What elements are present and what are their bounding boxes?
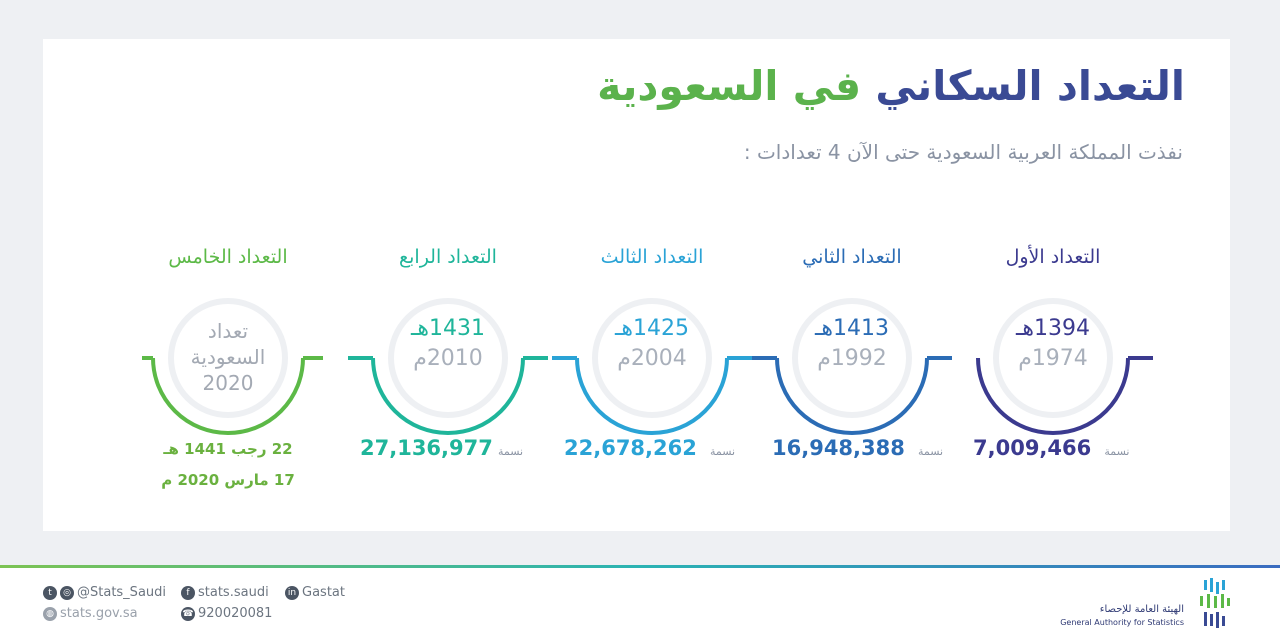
census-1-population: نسمة 7,009,466: [953, 436, 1153, 460]
census-5-date-hijri: 22 رجب 1441 هـ: [163, 440, 293, 458]
gastat-logo-mark: [1200, 578, 1230, 628]
census-3-years: 1425هـ 2004م: [602, 314, 702, 374]
org-name-arabic: الهيئة العامة للإحصاء: [1099, 604, 1184, 615]
social-facebook[interactable]: f stats.saudi: [181, 585, 269, 600]
census-5: التعداد الخامس تعداد السعودية 2020 22 رج…: [128, 246, 328, 506]
census-3-gregorian: 2004م: [617, 346, 687, 371]
census-4-hijri: 1431هـ: [410, 316, 486, 341]
census-5-text: تعداد السعودية 2020: [178, 318, 278, 396]
website-url: stats.gov.sa: [60, 606, 138, 621]
census-3-population: نسمة 22,678,262: [552, 436, 752, 460]
census-5-line-1: تعداد: [207, 319, 249, 343]
social-website[interactable]: ◍ stats.gov.sa: [43, 606, 138, 621]
census-2-ring: [752, 298, 952, 435]
social-phone[interactable]: ☎ 920020081: [181, 606, 272, 621]
census-4-population: نسمة 27,136,977: [348, 436, 548, 460]
census-1-hijri: 1394هـ: [1015, 316, 1091, 341]
census-4-gregorian: 2010م: [413, 346, 483, 371]
census-4-number: 27,136,977: [360, 436, 493, 460]
phone-icon: ☎: [181, 606, 195, 621]
census-4-unit: نسمة: [497, 445, 524, 458]
census-5-date-gregorian: 17 مارس 2020 م: [161, 471, 295, 489]
census-1-gregorian: 1974م: [1018, 346, 1088, 371]
census-2-label: التعداد الثاني: [802, 246, 902, 268]
census-3-hijri: 1425هـ: [614, 316, 690, 341]
footer: [0, 568, 1280, 640]
title-part-1: التعداد السكاني: [875, 62, 1185, 110]
census-5-line-3: 2020: [202, 371, 254, 395]
census-1-number: 7,009,466: [973, 436, 1092, 460]
census-4-years: 1431هـ 2010م: [398, 314, 498, 374]
census-1-label: التعداد الأول: [1005, 246, 1101, 268]
census-1-ring: [976, 298, 1153, 435]
census-3-ring: [552, 298, 752, 435]
globe-icon: ◍: [43, 606, 57, 621]
infographic-card: [43, 39, 1230, 531]
census-2-unit: نسمة: [917, 445, 944, 458]
census-2-hijri: 1413هـ: [814, 316, 890, 341]
census-3: التعداد الثالث 1425هـ 2004م نسمة 22,678,…: [552, 246, 752, 506]
census-2-population: نسمة 16,948,388: [752, 436, 952, 460]
census-1-unit: نسمة: [1104, 445, 1130, 458]
census-2-gregorian: 1992م: [817, 346, 887, 371]
twitter-handle: @Stats_Saudi: [77, 585, 167, 600]
facebook-handle: stats.saudi: [198, 585, 269, 600]
linkedin-handle: Gastat: [302, 585, 345, 600]
census-3-label: التعداد الثالث: [600, 246, 704, 268]
title-part-2: في السعودية: [597, 62, 862, 110]
census-2-number: 16,948,388: [772, 436, 905, 460]
census-3-unit: نسمة: [709, 445, 736, 458]
census-4-label: التعداد الرابع: [399, 246, 497, 268]
page-title: التعداد السكاني في السعودية: [597, 62, 1185, 110]
footer-divider: [0, 565, 1280, 568]
twitter-icon: t: [43, 585, 57, 600]
phone-number: 920020081: [198, 606, 273, 621]
census-5-line-2: السعودية: [190, 345, 266, 369]
instagram-icon: ◎: [60, 585, 74, 600]
census-2-years: 1413هـ 1992م: [802, 314, 902, 374]
org-name-english: General Authority for Statistics: [1060, 618, 1184, 627]
social-linkedin[interactable]: in Gastat: [285, 585, 345, 600]
census-1: التعداد الأول 1394هـ 1974م نسمة 7,009,46…: [953, 246, 1153, 506]
census-3-number: 22,678,262: [564, 436, 697, 460]
social-twitter-instagram[interactable]: t ◎ @Stats_Saudi: [43, 585, 166, 600]
census-5-label: التعداد الخامس: [168, 246, 288, 268]
census-2: التعداد الثاني 1413هـ 1992م نسمة 16,948,…: [752, 246, 952, 506]
census-1-years: 1394هـ 1974م: [1003, 314, 1103, 374]
page-subtitle: نفذت المملكة العربية السعودية حتى الآن 4…: [743, 140, 1183, 164]
linkedin-icon: in: [285, 585, 299, 600]
facebook-icon: f: [181, 585, 195, 600]
census-5-ring: [142, 298, 323, 435]
gastat-logo: الهيئة العامة للإحصاء General Authority …: [1060, 576, 1240, 632]
census-5-dates: 22 رجب 1441 هـ 17 مارس 2020 م: [128, 434, 328, 496]
census-4-ring: [348, 298, 548, 435]
census-4: التعداد الرابع 1431هـ 2010م نسمة 27,136,…: [348, 246, 548, 506]
